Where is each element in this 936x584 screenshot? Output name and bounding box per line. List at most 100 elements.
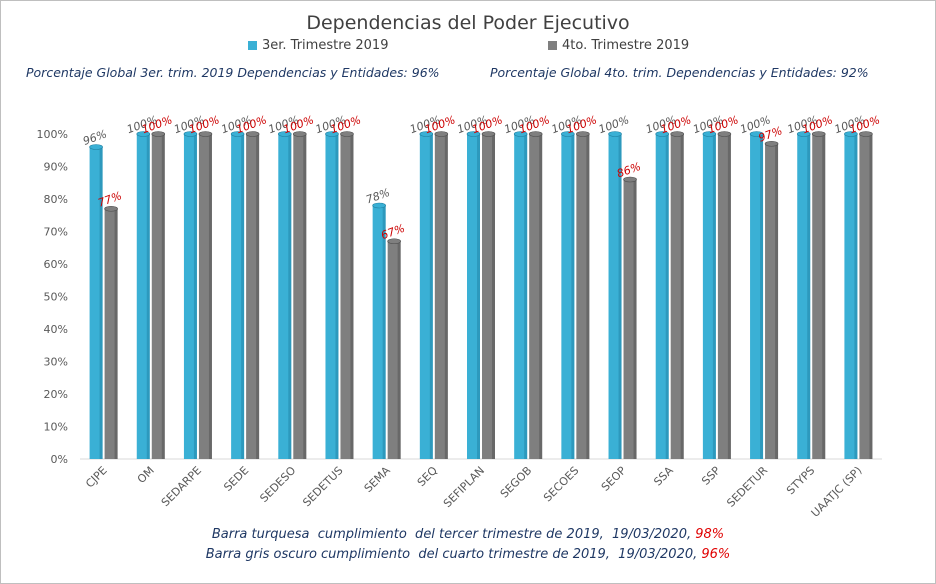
bar-q4 [104, 208, 118, 459]
bar-q4-shade [633, 179, 637, 459]
bar-q4-cap [811, 131, 826, 137]
category-label: OM [135, 464, 157, 486]
bar-q3-shade [524, 134, 528, 459]
bar-q4 [246, 134, 260, 459]
bar-q3-shade [288, 134, 292, 459]
category-label: SEOP [599, 464, 629, 494]
bar-q3-shade [241, 134, 245, 459]
y-tick-label: 20% [44, 388, 68, 401]
bar-q4-cap [292, 131, 307, 137]
bar-q3-cap [796, 131, 811, 137]
chart-title: Dependencias del Poder Ejecutivo [306, 12, 630, 34]
bar-q3-cap [183, 131, 198, 137]
category-label: STYPS [784, 464, 817, 497]
bar-q3-shade [665, 134, 669, 459]
y-tick-label: 40% [44, 323, 68, 336]
bar-q3 [467, 134, 480, 459]
bar-q3-cap [513, 131, 528, 137]
footnote-q4-value: 96% [701, 547, 731, 562]
footnote-q3: Barra turquesa cumplimiento del tercer t… [0, 527, 936, 542]
bar-q4-shade [114, 208, 118, 459]
y-tick-label: 100% [37, 128, 68, 141]
bar-q4-shade [161, 134, 165, 459]
bar-q4-cap [623, 176, 637, 183]
bar-q4-shade [350, 134, 354, 459]
bar-q3-cap [844, 131, 858, 137]
bar-q3-cap [136, 131, 151, 137]
footnote-q3-value: 98% [695, 527, 725, 542]
bar-q3-shade [382, 205, 386, 459]
bar-q4 [859, 134, 873, 459]
footnote-q4: Barra gris oscuro cumplimiento del cuart… [0, 547, 936, 562]
bar-q3 [89, 147, 103, 459]
bar-q3 [325, 134, 339, 459]
y-tick-label: 0% [51, 453, 68, 466]
bar-q3-shade [712, 134, 716, 459]
global-percentage-q4: Porcentaje Global 4to. trim. Dependencia… [490, 65, 869, 80]
bar-q4-cap [717, 131, 732, 137]
y-tick-label: 30% [44, 356, 68, 369]
bar-q3-shade [571, 134, 575, 459]
legend-item-q3: 3er. Trimestre 2019 [248, 38, 388, 53]
bar-q3-cap [561, 131, 575, 137]
bar-q4 [623, 179, 637, 459]
bar-q4 [293, 134, 307, 459]
bar-q4-cap [670, 131, 685, 137]
bar-q4-shade [680, 134, 684, 459]
bar-q3-shade [477, 134, 480, 459]
bar-q3 [372, 205, 386, 459]
bar-q3-cap [325, 131, 339, 137]
bar-q3 [231, 134, 245, 459]
bar-q3 [797, 134, 811, 459]
bar-q3-shade [618, 134, 622, 459]
category-label: SEDETUS [300, 464, 345, 509]
bar-q3 [561, 134, 575, 459]
bar-q4-cap [387, 238, 401, 245]
bar-q4-shade [775, 143, 779, 459]
bar-q4 [717, 134, 731, 459]
bar-q4-cap [764, 140, 779, 147]
bar-q4 [765, 143, 779, 459]
bar-q3-shade [193, 134, 197, 459]
global-percentage-q3: Porcentaje Global 3er. trim. 2019 Depend… [26, 65, 440, 80]
bar-q4 [529, 134, 543, 459]
y-tick-label: 50% [44, 291, 68, 304]
bar-q3-cap [372, 202, 386, 209]
bar-q4-shade [444, 134, 448, 459]
footnote-q4-text: Barra gris oscuro cumplimiento del cuart… [205, 547, 702, 562]
bar-q4 [151, 134, 165, 459]
category-label: SEDARPE [159, 464, 204, 509]
bar-q4-shade [869, 134, 873, 459]
bar-q3-shade [146, 134, 150, 459]
category-label: SEMA [362, 464, 393, 495]
bar-q4-shade [727, 134, 731, 459]
bar-q3-cap [702, 131, 717, 137]
bar-q4 [482, 134, 495, 459]
bar-q4-shade [397, 241, 401, 459]
legend-item-q4: 4to. Trimestre 2019 [548, 38, 689, 53]
legend-label-q4: 4to. Trimestre 2019 [562, 38, 690, 53]
bar-q4-cap [245, 131, 260, 137]
bar-q3-cap [230, 131, 245, 137]
legend-swatch-q3 [248, 41, 257, 50]
bar-q3 [278, 134, 292, 459]
bar-q3 [183, 134, 197, 459]
category-label: SEDETUR [724, 464, 770, 510]
bar-q3-cap [419, 131, 434, 137]
bar-q4-shade [303, 134, 307, 459]
bar-q4-cap [528, 131, 543, 137]
bar-q4 [340, 134, 354, 459]
bar-q3 [514, 134, 528, 459]
bar-q4-cap [859, 131, 873, 137]
bar-q3 [419, 134, 433, 459]
bar-q4-shade [256, 134, 260, 459]
y-tick-label: 10% [44, 421, 68, 434]
category-label: SECOES [541, 464, 581, 504]
bar-q4-cap [104, 205, 118, 212]
category-label: SEQ [415, 464, 440, 489]
bar-q3-shade [854, 134, 858, 459]
footnote-q3-text: Barra turquesa cumplimiento del tercer t… [211, 527, 696, 542]
bar-q3 [136, 134, 150, 459]
bar-q4-cap [434, 131, 449, 137]
category-label: SEFIPLAN [441, 464, 487, 510]
